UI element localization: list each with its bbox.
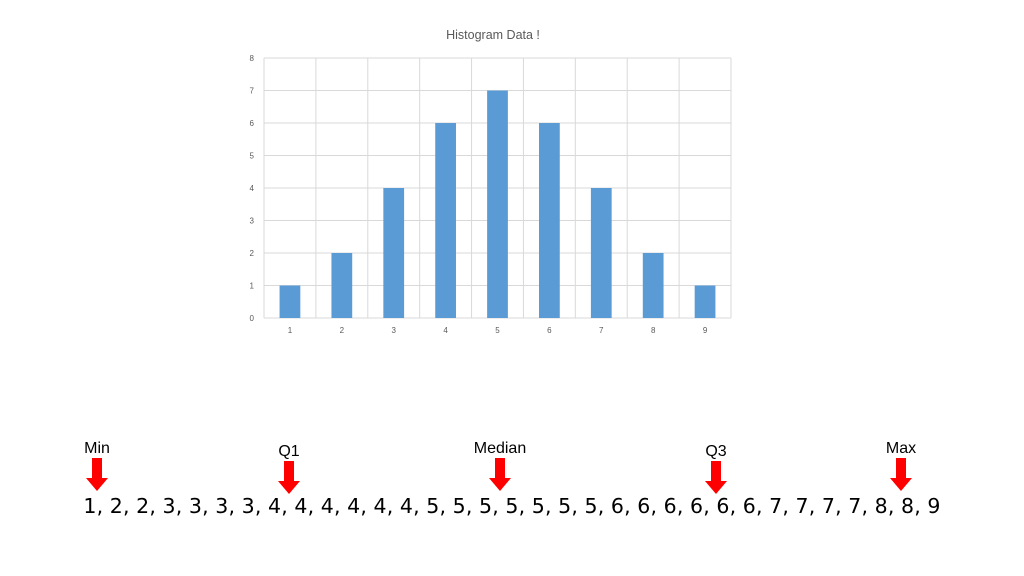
- x-tick-label: 2: [340, 326, 345, 335]
- bar: [539, 123, 560, 318]
- max-marker: Max: [871, 440, 931, 497]
- x-tick-label: 5: [495, 326, 500, 335]
- x-tick-label: 3: [391, 326, 396, 335]
- x-tick-label: 6: [547, 326, 552, 335]
- x-tick-label: 8: [651, 326, 656, 335]
- y-tick-label: 6: [250, 119, 255, 128]
- y-tick-label: 1: [250, 282, 255, 291]
- bar: [331, 253, 353, 318]
- q3-arrow-icon: [705, 461, 727, 494]
- y-tick-label: 3: [250, 217, 255, 226]
- y-tick-label: 2: [250, 249, 255, 258]
- x-tick-label: 4: [443, 326, 448, 335]
- q1-arrow-icon: [278, 461, 300, 494]
- bar: [642, 253, 664, 318]
- y-tick-label: 7: [250, 87, 255, 96]
- max-arrow-icon: [890, 458, 912, 491]
- max-label: Max: [885, 440, 917, 457]
- median-marker: Median: [470, 440, 530, 497]
- histogram-chart: Histogram Data ! 0 1 2 3 4 5 6 7 8 1 2 3 4 5 6 7 8 9: [250, 28, 732, 335]
- y-tick-label: 8: [250, 54, 255, 63]
- y-tick-label: 5: [250, 152, 255, 161]
- chart-bars: [279, 90, 716, 318]
- min-label: Min: [84, 440, 110, 457]
- q1-label: Q1: [278, 443, 300, 460]
- x-tick-label: 7: [599, 326, 604, 335]
- y-tick-label: 4: [250, 184, 255, 193]
- median-arrow-icon: [489, 458, 511, 491]
- x-tick-label: 9: [703, 326, 708, 335]
- y-tick-label: 0: [250, 314, 255, 323]
- q1-marker: Q1: [259, 443, 319, 500]
- bar: [487, 90, 508, 318]
- bar: [435, 123, 456, 318]
- min-arrow-icon: [86, 458, 108, 491]
- x-axis-ticks: 1 2 3 4 5 6 7 8 9: [288, 326, 708, 335]
- bar: [383, 188, 405, 318]
- q3-marker: Q3: [686, 443, 746, 500]
- bar: [694, 285, 716, 318]
- chart-title: Histogram Data !: [446, 28, 540, 42]
- bar: [279, 285, 301, 318]
- x-tick-label: 1: [288, 326, 293, 335]
- sorted-data-sequence: 1, 2, 2, 3, 3, 3, 3, 4, 4, 4, 4, 4, 4, 5…: [83, 494, 941, 518]
- median-label: Median: [473, 440, 527, 457]
- bar: [590, 188, 612, 318]
- min-marker: Min: [67, 440, 127, 497]
- y-axis-ticks: 0 1 2 3 4 5 6 7 8: [250, 54, 255, 323]
- q3-label: Q3: [705, 443, 727, 460]
